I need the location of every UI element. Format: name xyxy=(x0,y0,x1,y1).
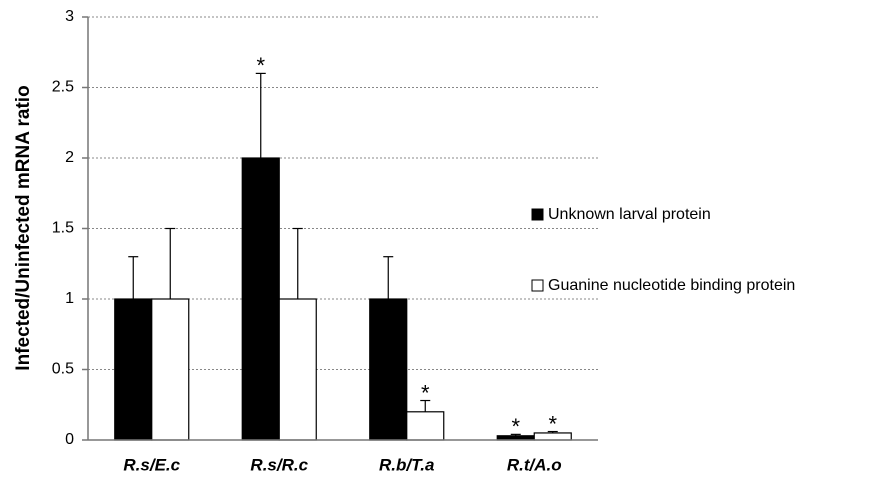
y-tick-label: 3 xyxy=(65,8,74,25)
significance-marker: * xyxy=(548,411,557,436)
y-tick-label: 0 xyxy=(65,431,74,448)
y-tick-label: 1.5 xyxy=(52,220,74,237)
bar xyxy=(406,411,445,441)
bar xyxy=(369,298,408,441)
significance-marker: * xyxy=(511,414,520,439)
legend-label: Guanine nucleotide binding protein xyxy=(548,277,795,294)
bar xyxy=(151,298,190,441)
x-tick-label: R.t/A.o xyxy=(507,455,562,474)
y-tick-label: 2 xyxy=(65,149,74,166)
y-tick-label: 0.5 xyxy=(52,361,74,378)
x-tick-label: R.s/R.c xyxy=(250,455,308,474)
bar xyxy=(114,298,153,441)
y-tick-label: 1 xyxy=(65,290,74,307)
significance-marker: * xyxy=(256,53,265,78)
x-tick-label: R.b/T.a xyxy=(379,455,434,474)
x-tick-label: R.s/E.c xyxy=(123,455,180,474)
legend-label: Unknown larval protein xyxy=(548,206,711,223)
significance-marker: * xyxy=(421,380,430,405)
bar xyxy=(278,298,317,441)
legend-swatch xyxy=(531,208,544,221)
y-tick-label: 2.5 xyxy=(52,79,74,96)
legend-swatch xyxy=(531,279,544,292)
y-axis-label: Infected/Uninfected mRNA ratio xyxy=(13,85,34,370)
bar xyxy=(241,157,280,441)
